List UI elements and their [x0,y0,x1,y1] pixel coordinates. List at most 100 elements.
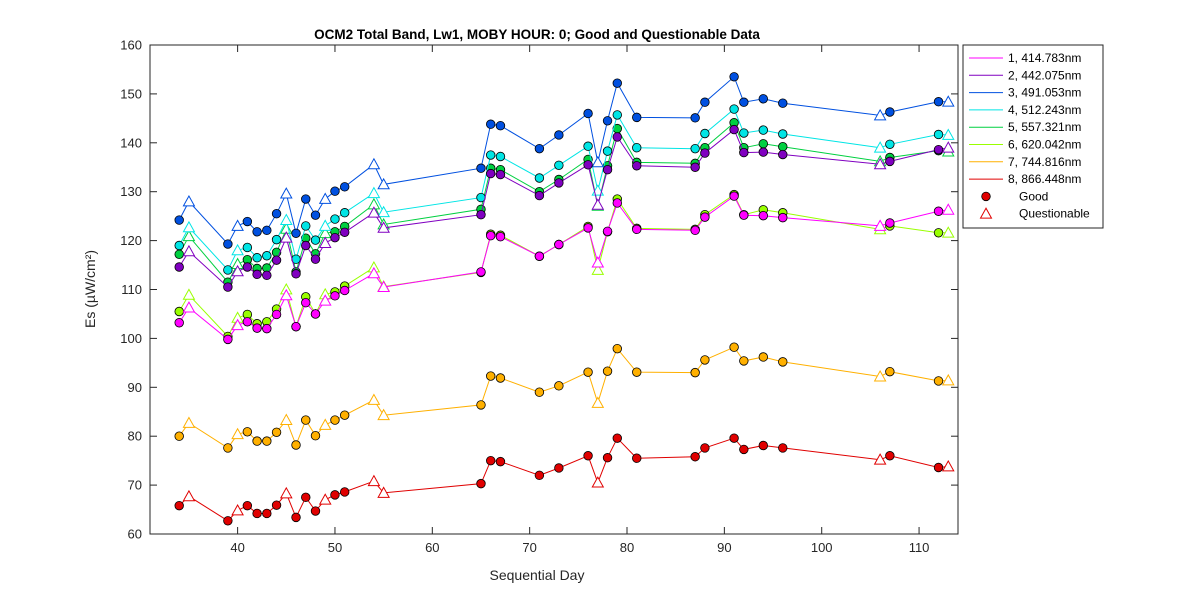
data-point-good [174,306,184,317]
legend-entry-label: 7, 744.816nm [1008,155,1081,169]
data-point-good [486,119,496,129]
data-point-good [476,209,486,220]
data-point-good [223,282,233,292]
data-point-good [632,453,642,463]
data-point-good [495,456,506,467]
data-point-good [242,242,253,253]
data-point-good [583,141,593,151]
data-point-good [262,323,272,334]
data-point-questionable [367,393,381,405]
data-point-good [612,78,622,88]
data-point-good [778,142,788,152]
data-point-good [700,212,710,222]
data-point-good [271,255,282,265]
legend-entry-label: 6, 620.042nm [1008,138,1081,152]
data-point-good [174,215,184,225]
data-point-questionable [941,95,955,107]
data-point-good [174,262,184,272]
data-point-questionable [377,280,390,292]
data-point-good [612,110,622,120]
data-point-good [885,218,895,228]
data-point-questionable [873,370,887,382]
data-point-questionable [279,486,293,499]
data-point-good [583,223,593,233]
data-point-good [252,253,262,263]
data-point-good [486,455,496,466]
data-point-questionable [367,186,381,199]
data-point-questionable [377,486,390,498]
data-point-good [242,500,253,511]
y-tick-label: 160 [120,38,142,53]
data-point-questionable [231,243,244,256]
data-point-good [339,208,350,218]
data-point-good [554,178,564,188]
data-point-good [252,508,262,519]
data-point-good [271,234,282,245]
data-point-questionable [873,157,887,170]
series-8 [174,433,955,526]
data-point-good [262,270,272,281]
data-point-good [632,142,642,153]
data-point-good [495,373,506,383]
x-tick-label: 90 [717,540,731,555]
data-point-good [330,415,340,425]
data-point-questionable [591,155,605,168]
series-7 [174,342,955,453]
data-point-good [339,487,350,497]
data-point-good [729,72,739,82]
data-point-good [252,227,262,237]
data-point-good [739,128,749,138]
data-point-questionable [367,157,381,170]
data-point-good [700,443,710,453]
data-point-good [291,321,301,332]
data-point-good [739,210,749,220]
data-point-good [330,291,340,301]
data-point-questionable [377,408,390,421]
data-point-good [223,334,233,345]
data-point-good [534,470,545,481]
data-point-good [534,173,545,183]
data-point-good [174,318,184,328]
data-point-good [933,206,944,216]
data-point-good [758,94,769,104]
data-point-good [271,209,282,219]
data-point-questionable [377,205,390,218]
data-point-questionable [941,141,955,153]
data-point-good [339,410,350,420]
data-point-questionable [182,244,196,257]
data-point-good [476,163,486,173]
data-point-questionable [367,474,381,487]
data-point-good [330,490,340,500]
y-tick-label: 140 [120,135,142,150]
data-point-questionable [318,219,332,231]
data-point-good [885,107,895,117]
data-point-good [534,387,545,397]
data-point-good [301,194,311,204]
data-point-good [330,186,340,196]
data-point-good [174,500,184,511]
plot-area: 40 50 60 70 80 90 100 110 60 70 80 90 100 110 120 130 14… [120,38,959,555]
x-tick-label: 70 [522,540,536,555]
data-point-good [291,269,301,279]
data-point-questionable [318,294,332,306]
data-point-questionable [367,266,381,279]
x-tick-label: 100 [811,540,833,555]
y-tick-label: 110 [121,282,142,297]
data-point-good [554,130,564,140]
data-point-good [339,227,350,237]
x-tick-label: 50 [328,540,342,555]
data-point-good [690,225,700,236]
data-point-good [700,355,710,365]
data-point-good [933,376,944,386]
data-point-good [534,251,545,261]
data-point-good [933,144,944,155]
data-point-good [612,198,622,208]
data-point-good [242,317,253,327]
data-point-good [339,182,350,192]
data-point-questionable [279,231,293,243]
data-point-good [758,139,769,149]
data-point-good [612,132,622,142]
data-point-good [690,143,700,154]
data-point-questionable [318,418,332,430]
data-point-good [476,267,486,277]
